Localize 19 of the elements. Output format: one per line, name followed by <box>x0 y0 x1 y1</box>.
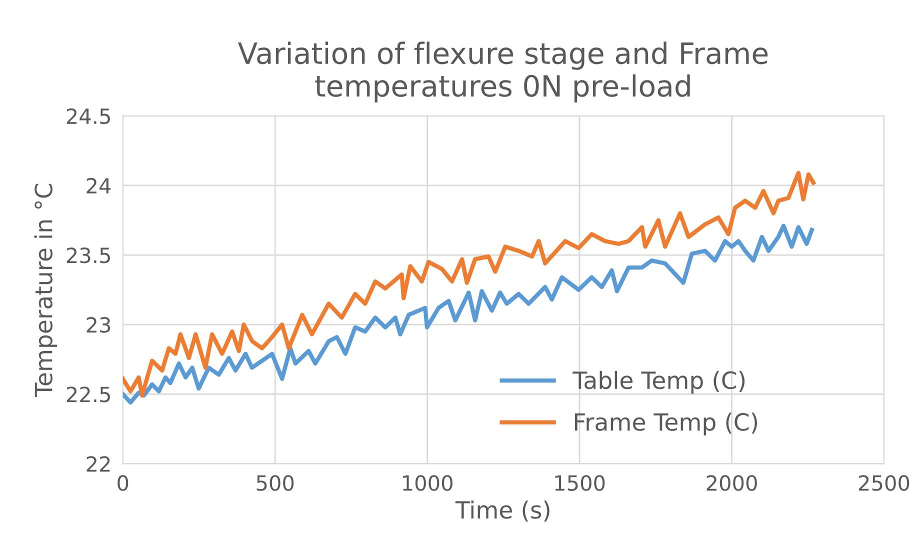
line-series <box>122 224 814 405</box>
x-tick-label: 500 <box>256 475 294 491</box>
y-tick-label: 22 <box>86 456 110 472</box>
y-tick-label: 24 <box>86 178 111 194</box>
line-series <box>122 170 816 398</box>
legend-label: Frame Temp (C) <box>575 412 758 436</box>
x-tick-label: 1500 <box>555 475 605 491</box>
x-axis-title: Time (s) <box>455 500 550 522</box>
x-tick-label: 1000 <box>403 475 452 491</box>
y-tick-label: 23.5 <box>66 247 110 264</box>
x-tick-label: 2500 <box>859 475 910 491</box>
y-axis-title: Temperature in °C <box>34 184 58 398</box>
x-tick-label: 0 <box>118 475 128 491</box>
y-tick-label: 23 <box>86 317 110 333</box>
y-tick-label: 22.5 <box>66 386 110 402</box>
y-tick-label: 24.5 <box>66 108 110 124</box>
legend-label: Table Temp (C) <box>572 370 745 394</box>
x-tick-label: 2000 <box>706 475 757 491</box>
chart-title: Variation of flexure stage and Frame temperatures 0N pre-load <box>238 42 768 103</box>
